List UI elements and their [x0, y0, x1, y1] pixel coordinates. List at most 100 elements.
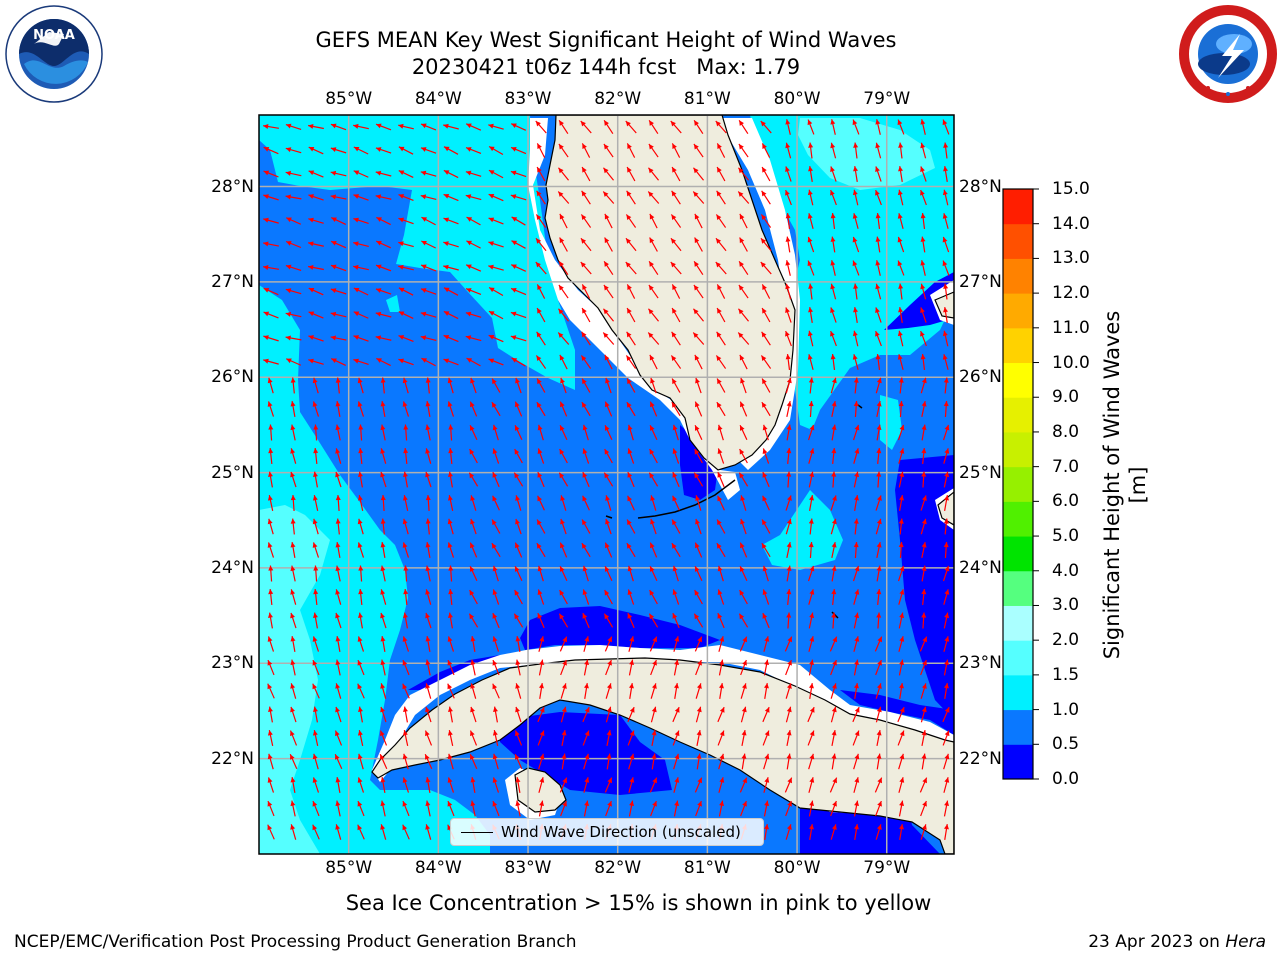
wind-wave-arrow [852, 119, 860, 135]
wind-wave-arrow [313, 612, 318, 629]
wind-wave-arrow [717, 730, 725, 746]
wind-wave-arrow [694, 424, 703, 441]
lon-tick-label-bottom: 81°W [683, 858, 731, 878]
wind-wave-arrow [376, 216, 391, 226]
wind-wave-arrow [670, 214, 682, 228]
wind-wave-arrow [625, 355, 637, 369]
wind-wave-arrow [492, 565, 499, 582]
wind-wave-arrow [308, 358, 324, 365]
wind-wave-arrow [921, 730, 927, 746]
wind-wave-arrow [379, 753, 388, 770]
wind-wave-arrow [875, 495, 882, 511]
wind-wave-arrow [739, 589, 748, 605]
wind-wave-arrow [263, 194, 279, 201]
wind-wave-arrow [582, 424, 589, 441]
wind-wave-arrow [741, 730, 747, 746]
wind-wave-arrow [672, 495, 680, 511]
wind-wave-arrow [420, 147, 437, 154]
wind-wave-arrow [331, 217, 346, 225]
wind-wave-arrow [312, 683, 320, 699]
wind-wave-arrow [943, 448, 950, 464]
wind-wave-arrow [268, 424, 274, 441]
wind-wave-arrow [672, 565, 679, 582]
wind-wave-arrow [875, 307, 882, 323]
wind-wave-arrow [421, 216, 436, 226]
wind-wave-arrow [425, 518, 431, 535]
wind-wave-arrow [920, 377, 927, 394]
wind-wave-arrow [717, 706, 725, 723]
wind-wave-arrow [447, 518, 454, 535]
wind-wave-arrow [738, 260, 749, 276]
wind-wave-arrow [921, 447, 927, 465]
wind-wave-arrow [559, 565, 568, 582]
wind-wave-arrow [718, 659, 725, 676]
wind-wave-arrow [785, 683, 792, 699]
wind-wave-arrow [694, 542, 703, 558]
wind-wave-arrow [469, 565, 478, 582]
wind-wave-arrow [718, 800, 725, 817]
wind-wave-arrow [648, 613, 659, 628]
wind-wave-arrow [358, 588, 364, 606]
wind-wave-arrow [760, 355, 772, 369]
wind-wave-arrow [492, 753, 499, 770]
wind-wave-arrow [692, 167, 705, 181]
chart-subtitle: 20230421 t06z 144h fcst Max: 1.79 [411, 55, 801, 79]
wind-wave-arrow [603, 472, 614, 487]
wind-wave-arrow [943, 142, 949, 159]
wind-wave-arrow [581, 542, 591, 558]
wind-wave-arrow [606, 753, 612, 770]
wind-wave-arrow [583, 659, 590, 676]
wind-wave-arrow [447, 659, 455, 676]
wave-band-1.0-1.5 [259, 115, 954, 854]
wind-wave-arrow [398, 217, 414, 225]
wind-wave-arrow [604, 213, 613, 229]
wind-wave-arrow [785, 260, 791, 276]
wind-wave-arrow [515, 495, 522, 511]
wind-wave-arrow [308, 194, 324, 201]
wind-wave-arrow [694, 589, 703, 605]
land [371, 115, 954, 854]
wind-wave-arrow [853, 142, 859, 159]
wind-wave-arrow [488, 123, 504, 130]
wind-wave-arrow [466, 240, 481, 249]
wind-wave-arrow [581, 307, 591, 323]
wind-wave-arrow [830, 212, 836, 230]
wind-wave-arrow [470, 636, 476, 652]
lat-tick-label-left: 24°N [211, 557, 254, 578]
wind-wave-arrow [920, 824, 927, 840]
wind-wave-arrow [673, 753, 680, 770]
wind-wave-arrow [604, 401, 613, 417]
wind-wave-arrow [737, 308, 750, 322]
wind-wave-arrow [786, 753, 792, 770]
colorbar-tick-label: 5.0 [1052, 526, 1080, 547]
noaa-logo: NOAA [5, 5, 103, 103]
wind-wave-arrow [760, 214, 772, 228]
wind-wave-arrow [267, 800, 275, 817]
wind-wave-arrow [330, 311, 347, 318]
wind-wave-arrow [488, 217, 504, 225]
colorbar-band [1003, 293, 1033, 329]
wind-wave-arrow [380, 824, 387, 840]
wind-wave-arrow [650, 706, 657, 723]
wind-wave-arrow [425, 683, 432, 699]
wind-wave-arrow [809, 824, 814, 840]
wind-wave-arrow [510, 194, 527, 201]
wind-wave-arrow [647, 332, 660, 345]
wind-wave-arrow [285, 358, 302, 366]
wind-wave-arrow [627, 471, 635, 488]
wind-wave-arrow [763, 800, 770, 817]
lat-tick-label-right: 28°N [959, 176, 1002, 197]
wind-wave-arrow [353, 241, 369, 248]
wind-wave-arrow [694, 448, 703, 464]
wind-wave-arrow [808, 471, 815, 488]
wind-wave-arrow [625, 237, 637, 252]
wind-wave-arrow [510, 170, 527, 178]
wind-wave-arrow [830, 166, 837, 182]
wind-wave-arrow [538, 777, 545, 793]
lat-tick-label-left: 28°N [211, 176, 254, 197]
wind-wave-arrow [739, 565, 748, 582]
wind-wave-arrow [357, 636, 365, 652]
wind-wave-arrow [580, 214, 592, 228]
wind-wave-arrow [353, 123, 369, 130]
wind-wave-arrow [583, 777, 590, 793]
